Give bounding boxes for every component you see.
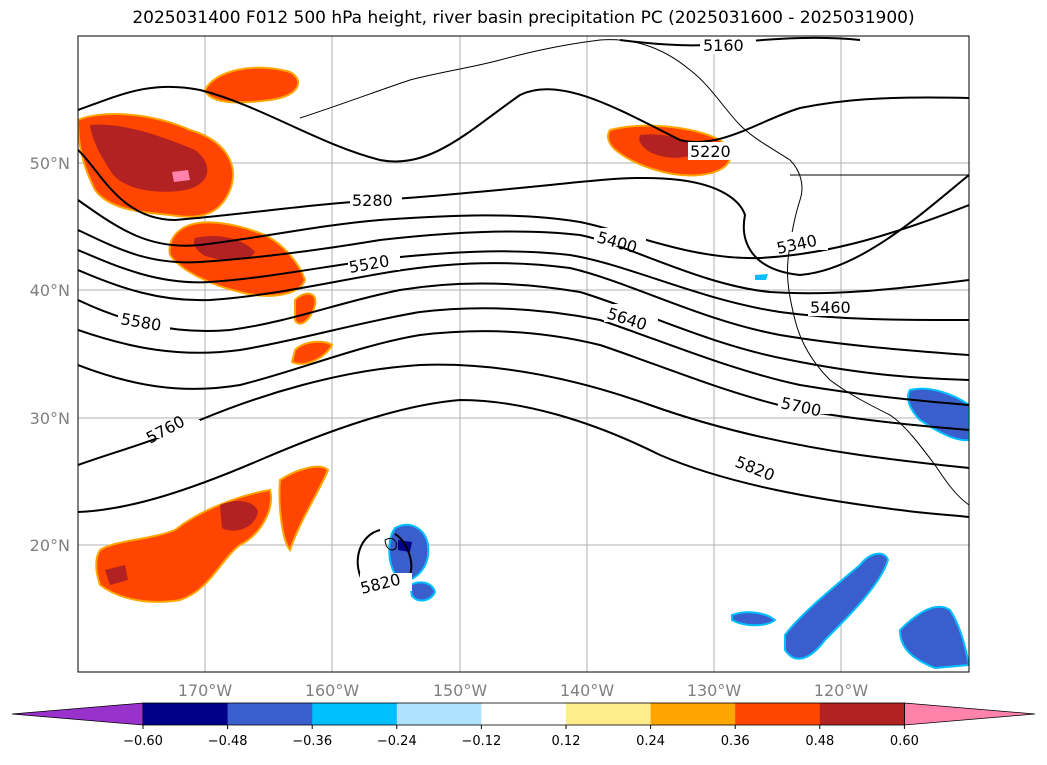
pos-patch-subtropical-core <box>220 500 258 531</box>
lat-label-40n: 40°N <box>30 281 70 300</box>
negative-anomaly-patches <box>388 274 969 670</box>
lat-label-30n: 30°N <box>30 409 70 428</box>
contour-5640 <box>78 307 969 406</box>
coast-alaska <box>299 39 969 506</box>
lon-label-120w: 120°W <box>814 681 869 700</box>
contour-5580 <box>78 282 969 381</box>
neg-patch-small <box>755 274 768 280</box>
height-contours <box>78 36 969 590</box>
contour-5340 <box>78 199 969 260</box>
lat-label-20n: 20°N <box>30 536 70 555</box>
colorbar-segment <box>481 703 567 725</box>
map-frame <box>77 35 970 673</box>
contour-5820 <box>78 398 969 518</box>
lon-label-160w: 160°W <box>305 681 360 700</box>
colorbar-tick-label: −0.60 <box>123 734 163 749</box>
map-background <box>78 36 969 672</box>
pos-patch-central-core <box>193 235 255 261</box>
neg-patch-hawaii-tail <box>408 581 437 602</box>
lon-label-140w: 140°W <box>560 681 615 700</box>
neg-patch-se-3 <box>731 611 777 627</box>
lon-label-130w: 130°W <box>687 681 742 700</box>
lon-label-170w: 170°W <box>178 681 233 700</box>
lon-label-150w: 150°W <box>433 681 488 700</box>
contour-5280 <box>78 149 969 277</box>
longitude-axis: 170°W 160°W 150°W 140°W 130°W 120°W <box>178 681 869 700</box>
map-title: 2025031400 F012 500 hPa height, river ba… <box>132 8 915 28</box>
colorbar: −0.60 −0.48 −0.36 −0.24 −0.12 0.12 0.24 0.36 0.4… <box>11 702 1036 749</box>
colorbar-tick-label: 0.48 <box>805 734 834 749</box>
contour-label-group: 5160 5220 5280 5340 5400 5460 5520 5580 … <box>118 36 860 598</box>
colorbar-tick-label: −0.36 <box>292 734 332 749</box>
pos-patch-subtropical-east <box>278 465 330 553</box>
coast-hawaii <box>384 537 397 551</box>
colorbar-extend-max <box>904 702 1036 726</box>
contour-label-5460: 5460 <box>810 298 851 317</box>
contour-label-5160: 5160 <box>703 36 744 55</box>
colorbar-segment <box>227 703 313 725</box>
contour-5220 <box>78 85 969 163</box>
colorbar-tick-label: −0.12 <box>461 734 501 749</box>
colorbar-tick-label: 0.60 <box>890 734 919 749</box>
colorbar-tick-label: 0.36 <box>721 734 750 749</box>
pos-patch-aleutian-max <box>172 170 190 182</box>
colorbar-tick-label: 0.24 <box>636 734 665 749</box>
latitude-axis: 50°N 40°N 30°N 20°N <box>30 154 70 555</box>
colorbar-tick-label: −0.48 <box>208 734 248 749</box>
colorbar-segment <box>566 703 652 725</box>
pos-patch-small-2 <box>290 340 334 365</box>
colorbar-segment <box>312 703 398 725</box>
colorbar-outline <box>142 702 905 726</box>
colorbar-extend-min <box>11 702 144 726</box>
lat-label-50n: 50°N <box>30 154 70 173</box>
colorbar-segment <box>396 703 482 725</box>
pos-patch-subtropical-core2 <box>105 565 128 585</box>
colorbar-tick-label: 0.12 <box>552 734 581 749</box>
contour-label-5220: 5220 <box>690 142 731 161</box>
pos-patch-gulf-alaska <box>203 66 300 104</box>
contour-5460 <box>78 249 969 321</box>
coastlines <box>299 39 969 551</box>
colorbar-segment <box>819 703 905 725</box>
colorbar-segment <box>143 703 229 725</box>
colorbar-segment <box>650 703 736 725</box>
contour-5400 <box>78 229 969 295</box>
contour-5520 <box>78 262 969 356</box>
colorbar-tick-label: −0.24 <box>377 734 417 749</box>
neg-patch-se-2 <box>898 605 969 670</box>
neg-patch-se-1 <box>784 552 890 660</box>
contour-label-5280: 5280 <box>352 191 393 210</box>
pos-patch-bc-core <box>639 134 700 158</box>
colorbar-segment <box>735 703 821 725</box>
